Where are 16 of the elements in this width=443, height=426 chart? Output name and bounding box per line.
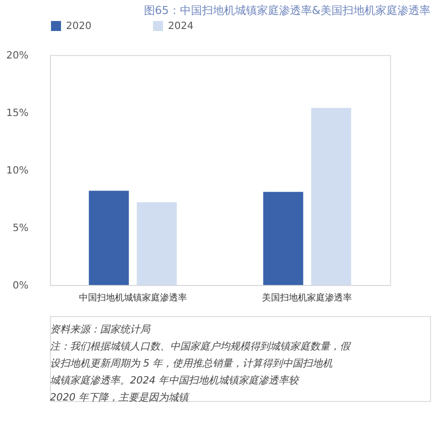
x-tick-label: 中国扫地机城镇家庭渗透率 [78, 292, 187, 304]
legend-label: 2024 [168, 21, 194, 32]
bar [311, 108, 352, 285]
text: 注：我们根据城镇人口数、中国家庭户均规模得到城镇家庭数量，假设扫地机更新周期为 5 年，使用推总销量，计算得到中国扫地机城镇家庭渗透率。2024 年中国扫地机城镇家庭渗透率较 2020 年下降，主要是因为城镇 [50, 340, 352, 404]
text: 资料来源：国家统计局 [50, 324, 151, 336]
bar [136, 202, 177, 285]
y-tick-label: 5% [12, 223, 28, 234]
y-tick-label: 10% [6, 166, 28, 176]
y-tick-label: 0% [12, 280, 28, 292]
chart-title: 图65：中国扫地机城镇家庭渗透率&美国扫地机家庭渗透率 [144, 4, 430, 17]
bar [263, 192, 304, 285]
legend-label: 2020 [66, 21, 92, 32]
bar [88, 190, 129, 285]
x-tick-label: 美国扫地机家庭渗透率 [262, 292, 352, 304]
y-tick-label: 15% [6, 108, 28, 119]
y-tick-label: 20% [6, 50, 28, 62]
